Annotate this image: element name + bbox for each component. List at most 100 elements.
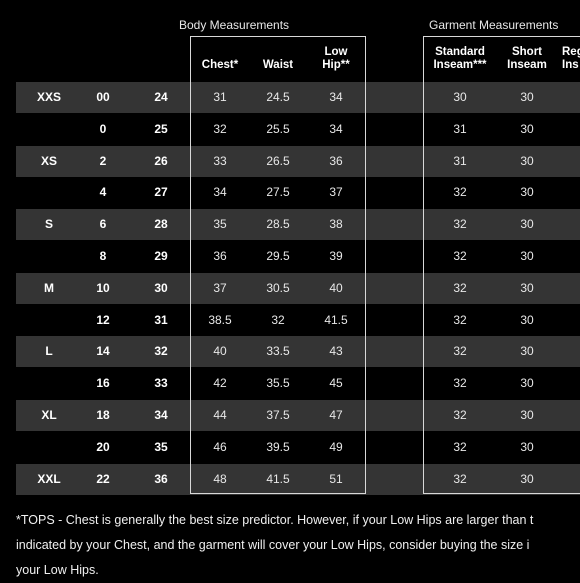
cell-num: 6	[99, 217, 107, 232]
cell-short: 30	[520, 249, 534, 263]
cell-size	[16, 432, 82, 463]
cell-num: 18	[96, 408, 110, 422]
cell-num: 14	[96, 344, 110, 359]
cell-chest: 32	[213, 121, 227, 136]
cell-waist: 33.5	[266, 344, 290, 359]
cell-short: 30	[520, 312, 534, 327]
cell-std: 32	[453, 185, 467, 200]
cell-std: 31	[453, 121, 467, 136]
cell-size: XL	[41, 408, 57, 422]
table-row: XS 2 26 33 26.5 36 31 30	[16, 145, 580, 177]
cell-size: XXS	[36, 90, 61, 104]
cell-hip: 34	[329, 90, 343, 104]
cell-short: 30	[520, 376, 534, 391]
table-row: 16 33 42 35.5 45 32 30	[16, 368, 580, 399]
cell-waist-in: 28	[154, 217, 168, 232]
cell-size: S	[44, 217, 53, 232]
cell-waist-in: 27	[154, 185, 168, 200]
cell-std: 32	[453, 312, 467, 327]
cell-num: 22	[96, 471, 110, 486]
cell-short: 30	[520, 408, 534, 422]
cell-chest: 33	[213, 153, 227, 168]
cell-chest: 48	[213, 471, 227, 486]
footnote: *TOPS - Chest is generally the best size…	[16, 508, 580, 583]
footnote-line: *TOPS - Chest is generally the best size…	[16, 513, 534, 527]
cell-short: 30	[520, 185, 534, 200]
cell-waist-in: 32	[154, 344, 168, 359]
cell-waist: 35.5	[266, 376, 290, 391]
cell-waist-in: 31	[154, 312, 168, 327]
cell-hip: 43	[329, 344, 343, 359]
header-chest: Chest*	[201, 59, 239, 71]
cell-std: 32	[453, 376, 467, 391]
cell-std: 32	[453, 217, 467, 232]
cell-hip: 36	[329, 153, 343, 168]
cell-size: XS	[40, 153, 57, 168]
cell-short: 30	[520, 280, 534, 295]
cell-hip: 39	[329, 249, 343, 263]
cell-num: 16	[96, 376, 110, 391]
table-row: 4 27 34 27.5 37 32 30	[16, 177, 580, 208]
header-short-inseam: Short Inseam	[507, 46, 547, 71]
table-row: XXL 22 36 48 41.5 51 32 30	[16, 463, 580, 495]
cell-num: 20	[96, 439, 110, 454]
cell-size: XXL	[37, 471, 61, 486]
cell-std: 32	[453, 471, 467, 486]
cell-waist-in: 30	[154, 280, 168, 295]
cell-num: 2	[99, 153, 107, 168]
cell-short: 30	[520, 344, 534, 359]
cell-hip: 47	[329, 408, 343, 422]
cell-waist: 39.5	[266, 439, 290, 454]
cell-waist-in: 25	[154, 121, 168, 136]
cell-short: 30	[520, 217, 534, 232]
header-standard-inseam: Standard Inseam***	[433, 46, 487, 71]
cell-hip: 45	[329, 376, 343, 391]
cell-waist: 24.5	[266, 90, 290, 104]
table-row: 20 35 46 39.5 49 32 30	[16, 432, 580, 463]
cell-std: 32	[453, 408, 467, 422]
cell-num: 8	[99, 249, 107, 263]
cell-hip: 38	[329, 217, 343, 232]
table-row: M 10 30 37 30.5 40 32 30	[16, 272, 580, 304]
cell-waist-in: 35	[154, 439, 168, 454]
footnote-line: indicated by your Chest, and the garment…	[16, 538, 530, 552]
cell-std: 32	[453, 344, 467, 359]
cell-short: 30	[520, 439, 534, 454]
cell-chest: 38.5	[208, 312, 232, 327]
cell-waist-in: 34	[154, 408, 168, 422]
cell-chest: 31	[213, 90, 227, 104]
cell-waist: 32	[271, 312, 285, 327]
cell-size: M	[44, 280, 54, 295]
table-row: 8 29 36 29.5 39 32 30	[16, 241, 580, 272]
table-row: L 14 32 40 33.5 43 32 30	[16, 336, 580, 368]
cell-waist-in: 36	[154, 471, 168, 486]
cell-chest: 36	[213, 249, 227, 263]
cell-num: 10	[96, 280, 110, 295]
cell-size	[16, 368, 82, 399]
cell-waist: 29.5	[266, 249, 290, 263]
cell-waist: 25.5	[266, 121, 290, 136]
cell-chest: 34	[213, 185, 227, 200]
cell-waist: 41.5	[266, 471, 290, 486]
garment-measurements-title: Garment Measurements	[429, 18, 559, 32]
footnote-line: your Low Hips.	[16, 563, 99, 577]
header-regular-inseam: Reg Ins	[562, 46, 580, 71]
cell-short: 30	[520, 90, 534, 104]
cell-hip: 49	[329, 439, 343, 454]
cell-short: 30	[520, 471, 534, 486]
table-row: XL 18 34 44 37.5 47 32 30	[16, 400, 580, 431]
cell-waist-in: 33	[154, 376, 168, 391]
cell-size	[16, 305, 82, 336]
cell-chest: 46	[213, 439, 227, 454]
cell-hip: 37	[329, 185, 343, 200]
cell-waist: 26.5	[266, 153, 290, 168]
cell-std: 30	[453, 90, 467, 104]
table-row: 0 25 32 25.5 34 31 30	[16, 114, 580, 145]
cell-size	[16, 114, 82, 145]
cell-hip: 40	[329, 280, 343, 295]
cell-std: 32	[453, 249, 467, 263]
cell-waist: 27.5	[266, 185, 290, 200]
cell-chest: 35	[213, 217, 227, 232]
body-measurements-title: Body Measurements	[179, 18, 290, 32]
cell-size	[16, 177, 82, 208]
